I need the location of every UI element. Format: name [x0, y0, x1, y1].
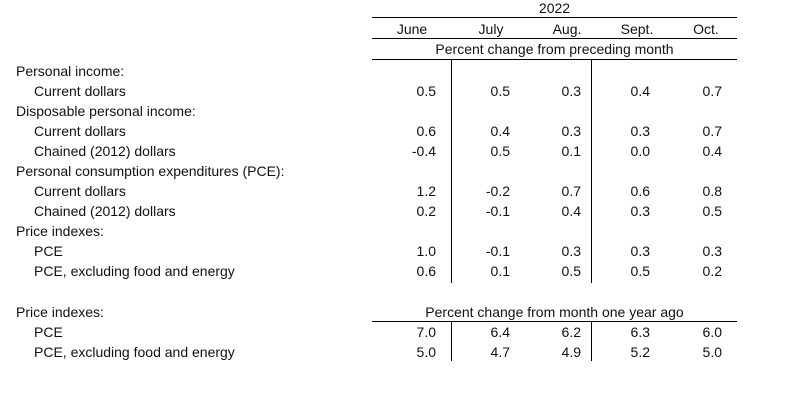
row-label: Current dollars	[34, 183, 126, 199]
month-header-sept: Sept.	[620, 21, 654, 37]
month-underline	[372, 38, 737, 39]
table-cell: 0.4	[630, 83, 650, 99]
month-header-july: July	[478, 21, 504, 37]
table-cell: 0.1	[490, 263, 510, 279]
table-cell: -0.4	[411, 143, 436, 159]
row-label: Personal income:	[16, 63, 125, 79]
column-divider-3	[451, 321, 452, 361]
table-cell: 0.3	[630, 123, 650, 139]
table-cell: 0.7	[561, 183, 581, 199]
table-cell: 0.0	[630, 143, 650, 159]
row-label: Price indexes:	[16, 223, 104, 239]
year-header: 2022	[538, 0, 571, 16]
table-cell: 0.6	[416, 263, 436, 279]
section2-caption-underline	[372, 321, 737, 322]
table-cell: -0.1	[485, 243, 510, 259]
row-label: PCE, excluding food and energy	[34, 263, 235, 279]
table-cell: -0.1	[485, 203, 510, 219]
table-cell: 0.5	[702, 203, 722, 219]
table-cell: 1.2	[416, 183, 436, 199]
table-cell: 0.6	[630, 183, 650, 199]
table-cell: 6.3	[630, 324, 650, 340]
table-cell: 0.3	[561, 243, 581, 259]
row-label: Chained (2012) dollars	[34, 143, 176, 159]
table-cell: 1.0	[416, 243, 436, 259]
table-cell: 5.0	[416, 344, 436, 360]
month-header-oct: Oct.	[693, 21, 719, 37]
table-cell: 0.1	[561, 143, 581, 159]
table-cell: -0.2	[485, 183, 510, 199]
table-cell: 0.3	[561, 83, 581, 99]
table-cell: 0.5	[416, 83, 436, 99]
table-cell: 0.3	[630, 243, 650, 259]
table-cell: 0.4	[702, 143, 722, 159]
table-cell: 0.2	[416, 203, 436, 219]
row-label: PCE, excluding food and energy	[34, 344, 235, 360]
column-divider-2	[591, 59, 592, 283]
table-cell: 6.2	[561, 324, 581, 340]
table-cell: 0.5	[630, 263, 650, 279]
row-label: Personal consumption expenditures (PCE):	[16, 163, 285, 179]
row-label: PCE	[34, 324, 63, 340]
table-cell: 0.3	[561, 123, 581, 139]
table-cell: 0.8	[702, 183, 722, 199]
table-cell: 0.2	[702, 263, 722, 279]
column-divider-1	[451, 59, 452, 283]
table-cell: 5.2	[630, 344, 650, 360]
column-divider-4	[591, 321, 592, 361]
table-cell: 0.3	[630, 203, 650, 219]
table-cell: 0.6	[416, 123, 436, 139]
table-cell: 4.7	[490, 344, 510, 360]
row-label: Current dollars	[34, 123, 126, 139]
table-cell: 0.5	[490, 83, 510, 99]
table-cell: 7.0	[416, 324, 436, 340]
table-cell: 0.7	[702, 83, 722, 99]
month-header-aug: Aug.	[552, 21, 582, 37]
row-label: Disposable personal income:	[16, 103, 196, 119]
section1-caption-underline	[372, 59, 737, 60]
year-underline	[372, 17, 737, 18]
table-cell: 0.3	[702, 243, 722, 259]
table-cell: 0.4	[561, 203, 581, 219]
row-label: Chained (2012) dollars	[34, 203, 176, 219]
section2-caption: Percent change from month one year ago	[425, 304, 684, 320]
row-label: Current dollars	[34, 83, 126, 99]
table-cell: 0.5	[490, 143, 510, 159]
month-header-june: June	[396, 21, 428, 37]
table-cell: 0.7	[702, 123, 722, 139]
table-cell: 6.4	[490, 324, 510, 340]
row-label: PCE	[34, 243, 63, 259]
table-cell: 5.0	[702, 344, 722, 360]
table-cell: 6.0	[702, 324, 722, 340]
section1-caption: Percent change from preceding month	[435, 41, 674, 57]
table-cell: 4.9	[561, 344, 581, 360]
table-cell: 0.5	[561, 263, 581, 279]
table-cell: 0.4	[490, 123, 510, 139]
section2-heading: Price indexes:	[16, 304, 104, 320]
